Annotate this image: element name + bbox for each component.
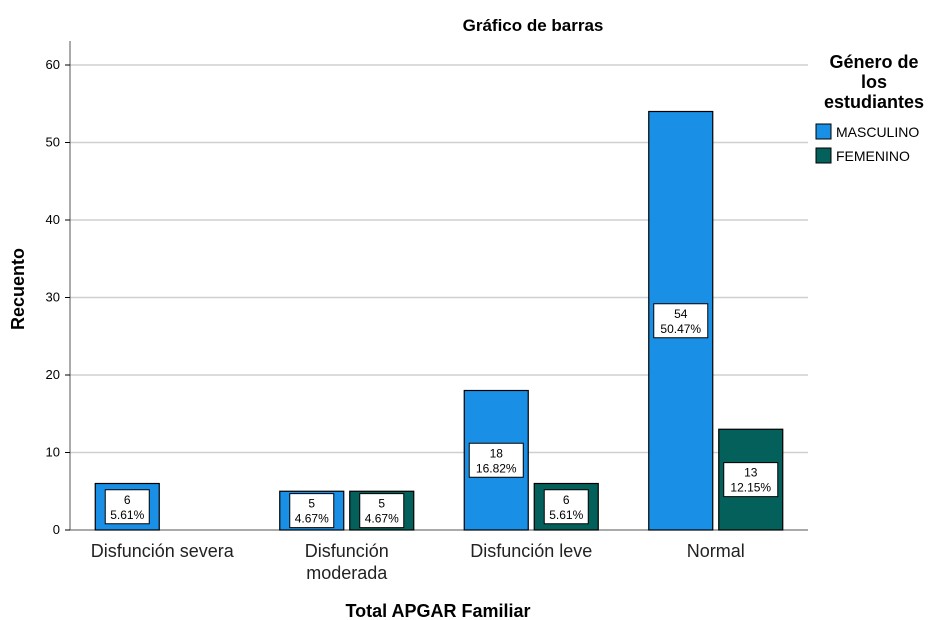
data-label-box-femenino-3 [723, 462, 779, 498]
data-label-box-masculino-1 [289, 493, 335, 529]
y-tick-label-30: 30 [46, 290, 60, 305]
data-labels: 65.61%54.67%54.67%1816.82%65.61%5450.47%… [104, 303, 779, 529]
x-axis-title: Total APGAR Familiar [345, 601, 530, 620]
x-category-label-3-0: Normal [687, 541, 745, 561]
data-label-percent-masculino-2: 16.82% [476, 461, 517, 475]
legend-title-line-1: los [861, 72, 887, 92]
data-label-count-masculino-1: 5 [308, 497, 315, 511]
data-label-box-masculino-0 [104, 489, 150, 525]
y-tick-label-0: 0 [53, 522, 60, 537]
chart-title: Gráfico de barras [463, 16, 604, 35]
x-category-label-1-1: moderada [306, 563, 388, 583]
data-label-percent-masculino-3: 50.47% [660, 322, 701, 336]
data-label-percent-masculino-0: 5.61% [110, 508, 144, 522]
data-label-count-masculino-3: 54 [674, 307, 688, 321]
x-category-label-1-0: Disfunción [305, 541, 389, 561]
data-label-box-femenino-2 [543, 489, 589, 525]
y-tick-label-20: 20 [46, 367, 60, 382]
data-label-percent-masculino-1: 4.67% [295, 512, 329, 526]
y-tick-label-60: 60 [46, 57, 60, 72]
data-label-box-masculino-2 [468, 442, 524, 478]
data-label-count-femenino-3: 13 [744, 466, 758, 480]
legend-title-line-2: estudiantes [824, 92, 924, 112]
y-axis-ticks: 0 10 20 30 40 50 60 [46, 57, 70, 537]
legend-swatch-femenino [815, 147, 832, 164]
data-label-percent-femenino-1: 4.67% [365, 512, 399, 526]
legend-label-femenino: FEMENINO [836, 148, 910, 164]
x-category-label-0-0: Disfunción severa [91, 541, 235, 561]
data-label-count-masculino-0: 6 [124, 493, 131, 507]
y-tick-label-40: 40 [46, 212, 60, 227]
data-label-box-femenino-1 [359, 493, 405, 529]
data-label-count-femenino-1: 5 [378, 497, 385, 511]
legend-label-masculino: MASCULINO [836, 124, 919, 140]
data-label-count-masculino-2: 18 [490, 446, 504, 460]
y-tick-label-50: 50 [46, 135, 60, 150]
data-label-percent-femenino-3: 12.15% [730, 481, 771, 495]
y-tick-label-10: 10 [46, 445, 60, 460]
data-label-box-masculino-3 [653, 303, 709, 339]
data-label-percent-femenino-2: 5.61% [549, 508, 583, 522]
legend-title-line-0: Género de [829, 52, 918, 72]
y-axis-title: Recuento [8, 248, 28, 330]
x-category-label-2-0: Disfunción leve [470, 541, 592, 561]
data-label-count-femenino-2: 6 [563, 493, 570, 507]
legend-swatch-masculino [815, 123, 832, 140]
